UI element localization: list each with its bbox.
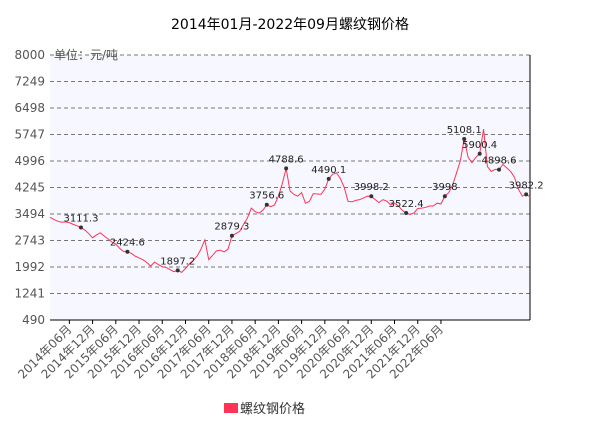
data-point	[497, 167, 502, 172]
y-tick-label: 1241	[14, 287, 45, 301]
data-point	[477, 151, 482, 156]
data-label: 3756.6	[249, 191, 284, 202]
legend-swatch	[224, 403, 238, 413]
data-label: 3111.3	[63, 214, 98, 225]
y-tick-label: 7249	[14, 75, 45, 89]
data-point	[175, 268, 180, 273]
chart-title: 2014年01月-2022年09月螺纹钢价格	[171, 17, 409, 33]
data-point	[524, 192, 529, 197]
y-tick-label: 1992	[14, 260, 45, 274]
y-tick-label: 5747	[14, 128, 45, 142]
y-tick-label: 6498	[14, 101, 45, 115]
y-tick-label: 490	[22, 313, 45, 327]
data-label: 4898.6	[482, 156, 517, 167]
grid-lines	[50, 54, 530, 294]
data-label: 3998	[432, 182, 457, 193]
data-point	[442, 194, 447, 199]
legend-label: 螺纹钢价格	[240, 401, 305, 417]
data-label: 2879.3	[214, 222, 249, 233]
x-axis-ticks: 2014年06月2014年12月2015年06月2015年12月2016年06月…	[15, 320, 446, 381]
data-points: 3111.3 2424.6 1897.2 2879.3 3756.6 4788.6 4490…	[63, 125, 544, 273]
data-label: 4490.1	[311, 165, 346, 176]
data-label: 5108.1	[447, 125, 482, 136]
data-point	[404, 210, 409, 215]
y-tick-label: 4245	[14, 181, 45, 195]
data-point	[229, 233, 234, 238]
y-tick-label: 3494	[14, 207, 45, 221]
series-line	[49, 129, 531, 273]
legend[interactable]: 螺纹钢价格	[224, 401, 305, 417]
data-point	[264, 202, 269, 207]
y-tick-label: 8000	[14, 48, 45, 62]
data-label: 1897.2	[160, 256, 195, 267]
data-point	[462, 136, 467, 141]
unit-label: 单位：元/吨	[54, 47, 118, 62]
data-point	[369, 194, 374, 199]
data-point	[78, 225, 83, 230]
data-point	[125, 249, 130, 254]
data-label: 2424.6	[110, 238, 145, 249]
y-tick-label: 2743	[14, 234, 45, 248]
data-point	[326, 176, 331, 181]
data-label: 3522.4	[389, 199, 424, 210]
data-label: 3998.2	[354, 182, 389, 193]
data-label: 3982.2	[509, 180, 544, 191]
data-label: 4788.6	[269, 154, 304, 165]
data-label: 5900.4	[462, 140, 497, 151]
y-axis-ticks: 8000 7249 6498 5747 4996 4245 3494 2743 1992 1241…	[14, 48, 45, 327]
data-point	[284, 166, 289, 171]
y-tick-label: 4996	[14, 154, 45, 168]
